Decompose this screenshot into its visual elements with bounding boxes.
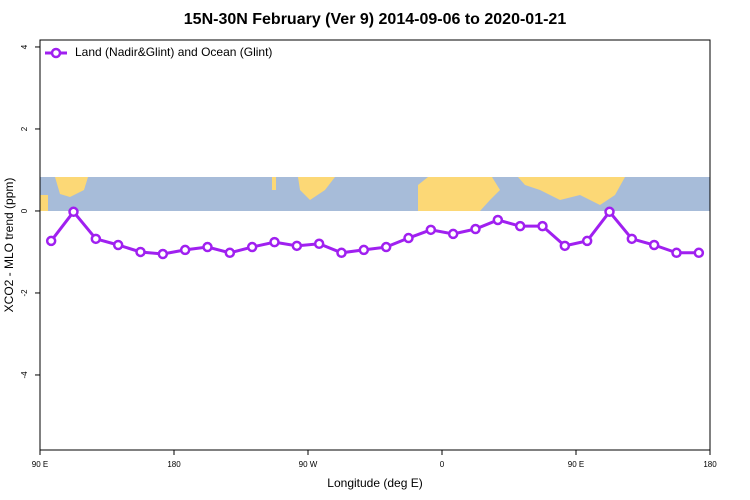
point: [447, 228, 459, 240]
point: [425, 224, 437, 236]
point: [648, 239, 660, 251]
x-tick-label: 90 E: [32, 460, 48, 469]
y-tick-label: -2: [20, 289, 29, 297]
point: [112, 239, 124, 251]
y-tick-label: 0: [20, 208, 29, 213]
point: [336, 247, 347, 259]
x-tick-label: 90 E: [568, 460, 584, 469]
point: [224, 247, 236, 259]
y-tick-label: -4: [20, 371, 29, 379]
map-background: [40, 177, 710, 211]
point: [269, 236, 280, 248]
point: [581, 235, 593, 247]
point: [90, 233, 102, 245]
point: [135, 246, 146, 258]
point: [537, 220, 548, 232]
point: [68, 206, 79, 218]
point: [470, 223, 481, 235]
x-axis-title: Longitude (deg E): [327, 476, 422, 490]
point: [403, 232, 414, 244]
legend-marker: [50, 47, 62, 59]
legend: Land (Nadir&Glint) and Ocean (Glint): [45, 45, 272, 59]
x-tick-label: 0: [440, 460, 445, 469]
point: [514, 220, 526, 232]
point: [559, 240, 571, 252]
point: [626, 233, 638, 245]
point: [358, 244, 370, 256]
point: [671, 247, 682, 259]
point: [45, 235, 57, 247]
point: [246, 241, 258, 253]
point: [291, 240, 303, 252]
x-tick-label: 180: [167, 460, 181, 469]
point: [492, 214, 504, 226]
point: [202, 241, 213, 253]
point: [693, 247, 705, 259]
point: [313, 238, 325, 250]
series-line: [49, 209, 699, 256]
y-tick-label: 4: [20, 44, 29, 49]
legend-label: Land (Nadir&Glint) and Ocean (Glint): [75, 45, 272, 59]
point: [604, 206, 615, 218]
y-tick-label: 2: [20, 126, 29, 131]
point: [157, 248, 169, 260]
y-axis-title: XCO2 - MLO trend (ppm): [2, 178, 16, 313]
plot-frame: [39, 39, 711, 451]
point: [179, 244, 191, 256]
x-tick-label: 180: [703, 460, 717, 469]
x-tick-label: 90 W: [299, 460, 318, 469]
point: [380, 241, 392, 253]
chart-title: 15N-30N February (Ver 9) 2014-09-06 to 2…: [184, 11, 567, 28]
